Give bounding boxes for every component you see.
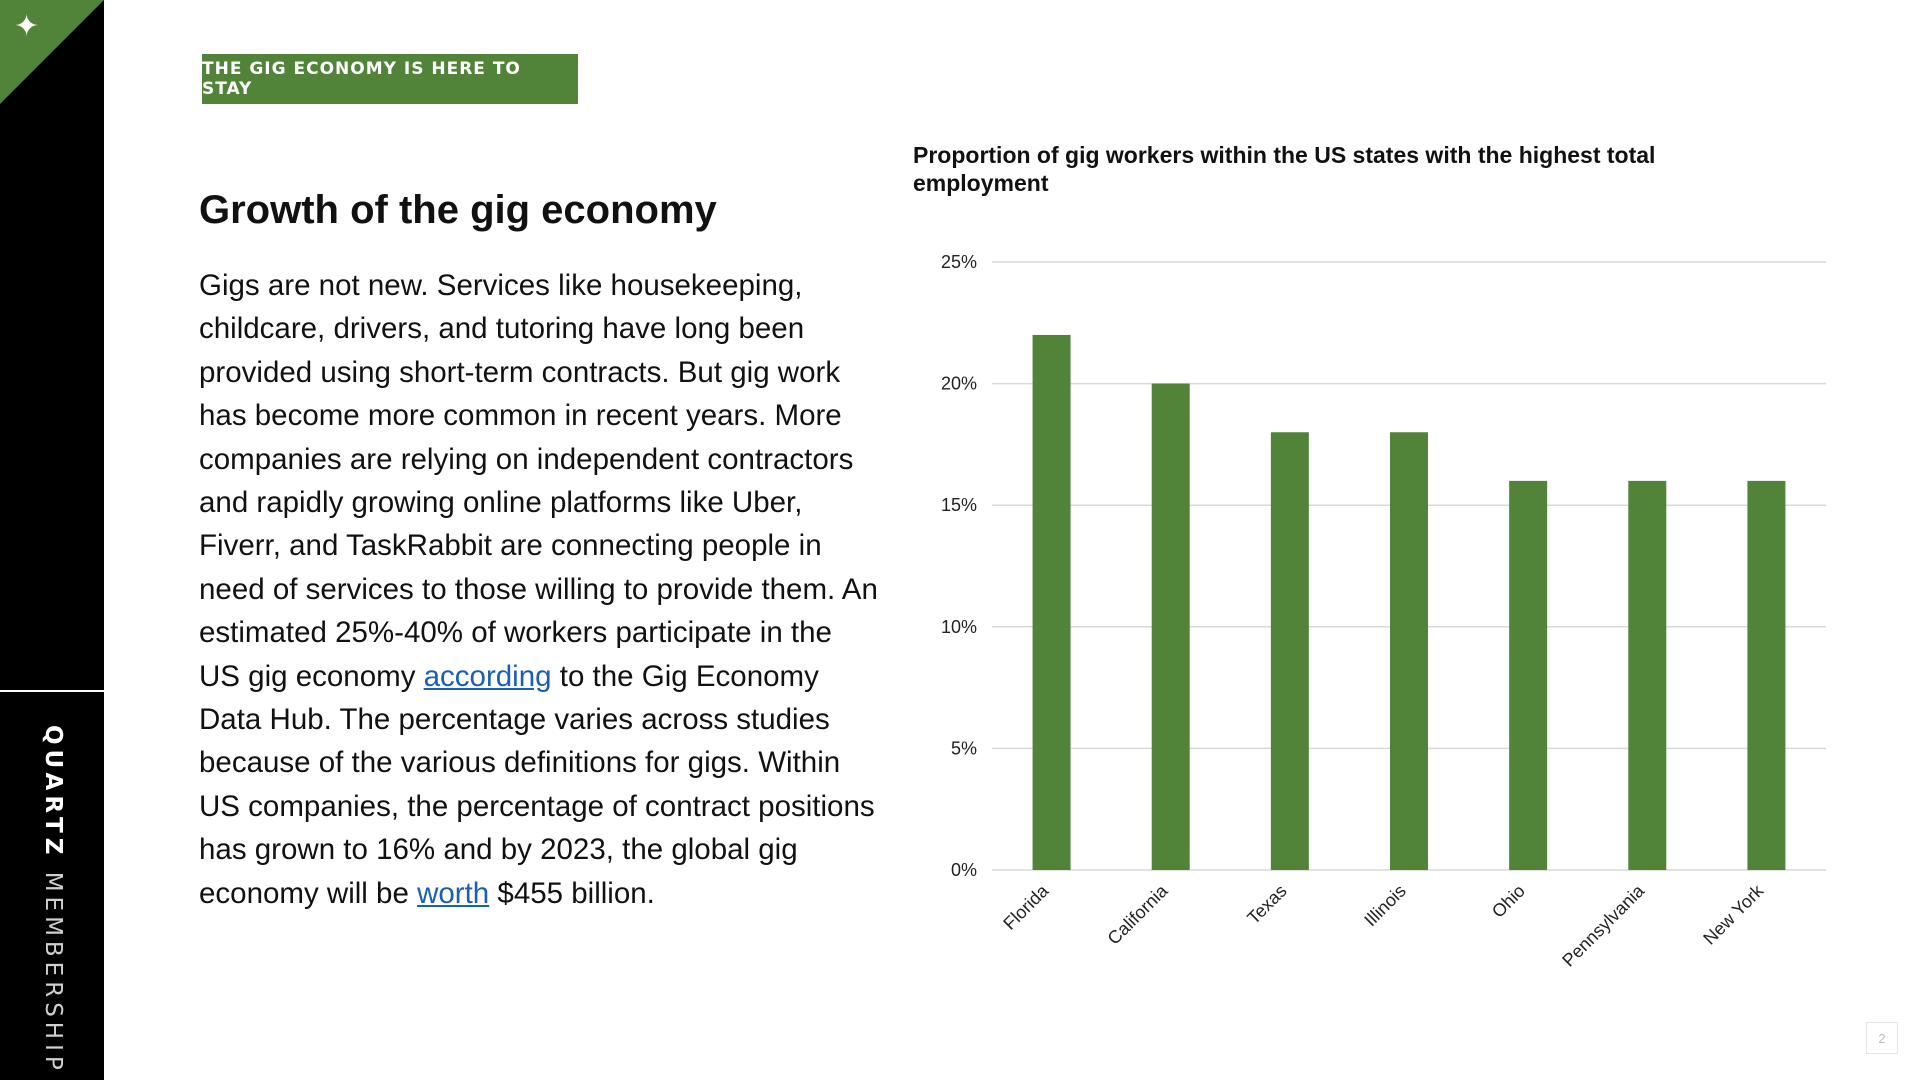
rail-divider	[0, 690, 104, 692]
body-text-part: Gigs are not new. Services like housekee…	[199, 269, 878, 693]
x-tick-label: Ohio	[1488, 881, 1529, 922]
y-tick-label: 15%	[941, 495, 977, 515]
brand-name: QUARTZ	[40, 725, 66, 860]
page-number: 2	[1866, 1022, 1898, 1054]
x-tick-label: Illinois	[1360, 881, 1410, 931]
chart-title: Proportion of gig workers within the US …	[913, 142, 1656, 196]
bar-pennsylvania	[1628, 480, 1667, 870]
x-tick-label: Texas	[1243, 881, 1290, 928]
bar-chart: 0% 5% 10% 15% 20% 25% Florida California Texas Il…	[941, 252, 1826, 971]
brand-logo: QUARTZ MEMBERSHIP	[40, 725, 66, 1075]
y-tick-label: 0%	[951, 860, 977, 880]
worth-link[interactable]: worth	[417, 876, 490, 910]
brand-subtitle: MEMBERSHIP	[40, 871, 66, 1075]
x-tick-label: Florida	[999, 880, 1053, 934]
body-text-part: $455 billion.	[489, 876, 655, 910]
body-text-part: to the Gig Economy Data Hub. The percent…	[199, 659, 875, 910]
four-point-star-icon: ✦	[14, 9, 40, 44]
sidebar-rail: ✦ QUARTZ MEMBERSHIP	[0, 0, 104, 1080]
y-tick-label: 20%	[941, 374, 977, 394]
x-tick-label: Pennsylvania	[1558, 880, 1649, 971]
bar-ohio	[1509, 480, 1548, 870]
bar-new-york	[1747, 480, 1786, 870]
page-title: Growth of the gig economy	[199, 188, 717, 232]
x-tick-label: New York	[1699, 880, 1768, 949]
bar-california	[1151, 383, 1190, 870]
x-tick-label: California	[1104, 880, 1173, 949]
bar-illinois	[1390, 432, 1428, 870]
y-tick-label: 25%	[941, 252, 977, 272]
section-tag: THE GIG ECONOMY IS HERE TO STAY	[202, 54, 578, 104]
corner-accent	[0, 0, 104, 104]
y-tick-label: 5%	[951, 738, 977, 758]
article-body: Gigs are not new. Services like housekee…	[199, 264, 879, 915]
according-link[interactable]: according	[423, 659, 552, 693]
y-tick-label: 10%	[941, 617, 977, 637]
bar-texas	[1270, 432, 1309, 870]
bar-florida	[1032, 334, 1071, 871]
